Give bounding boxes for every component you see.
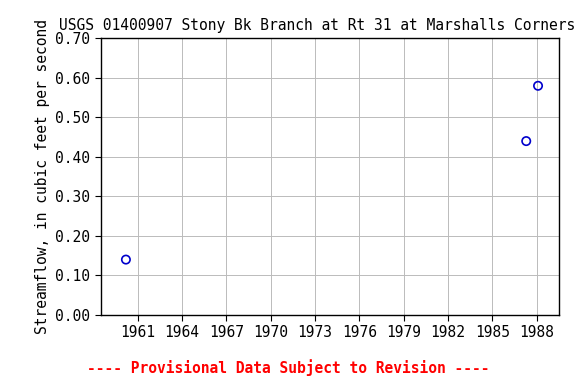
Point (122, 257, 131, 263)
Text: ---- Provisional Data Subject to Revision ----: ---- Provisional Data Subject to Revisio… (87, 359, 489, 376)
Y-axis label: Streamflow, in cubic feet per second: Streamflow, in cubic feet per second (35, 19, 50, 334)
Point (522, 138, 531, 144)
Point (533, 83, 543, 89)
Title: USGS 01400907 Stony Bk Branch at Rt 31 at Marshalls Corners NJ: USGS 01400907 Stony Bk Branch at Rt 31 a… (59, 18, 576, 33)
